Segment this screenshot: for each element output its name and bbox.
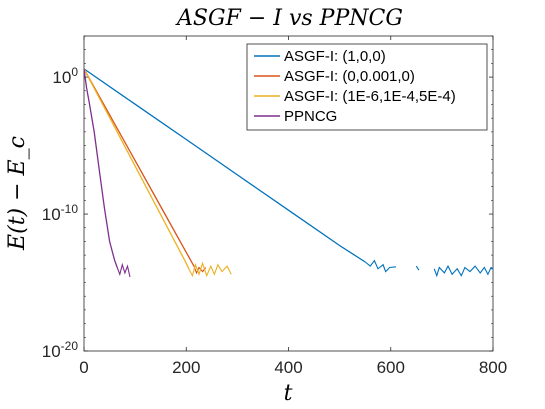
y-axis-label: E(t) − E_c bbox=[5, 136, 30, 251]
series-noise-0 bbox=[364, 259, 396, 273]
x-tick-label: 0 bbox=[79, 358, 88, 377]
legend-label-0: ASGF-I: (1,0,0) bbox=[284, 48, 386, 65]
series-noise-1 bbox=[193, 265, 207, 275]
y-tick-label: 100 bbox=[52, 65, 78, 87]
legend-label-3: PPNCG bbox=[284, 108, 337, 125]
series-noise-3 bbox=[116, 262, 131, 278]
legend-label-2: ASGF-I: (1E-6,1E-4,5E-4) bbox=[284, 88, 456, 105]
y-tick-exponent: 0 bbox=[71, 65, 78, 79]
x-axis-label: t bbox=[284, 381, 293, 406]
series-noise-0 bbox=[415, 265, 420, 271]
y-tick-exponent: -20 bbox=[61, 339, 79, 353]
y-tick-base: 10 bbox=[42, 342, 61, 361]
legend-box bbox=[246, 43, 488, 131]
y-tick-base: 10 bbox=[42, 205, 61, 224]
x-tick-label: 400 bbox=[274, 358, 302, 377]
series-noise-2 bbox=[188, 261, 232, 278]
x-tick-label: 600 bbox=[377, 358, 405, 377]
y-tick-exponent: -10 bbox=[61, 202, 79, 216]
series-noise-0 bbox=[433, 264, 494, 278]
legend-label-1: ASGF-I: (0,0.001,0) bbox=[284, 68, 415, 85]
y-tick-label: 10-20 bbox=[42, 339, 79, 361]
series-line-3 bbox=[83, 68, 118, 268]
x-tick-label: 200 bbox=[172, 358, 200, 377]
y-tick-base: 10 bbox=[52, 68, 71, 87]
y-tick-label: 10-10 bbox=[42, 202, 79, 224]
series-layer bbox=[83, 68, 494, 278]
series-line-1 bbox=[83, 68, 195, 267]
legend: ASGF-I: (1,0,0) ASGF-I: (0,0.001,0) ASGF-I… bbox=[246, 43, 488, 131]
series-line-2 bbox=[83, 68, 190, 270]
chart-title: ASGF − I vs PPNCG bbox=[175, 6, 403, 31]
series-line-0 bbox=[83, 68, 366, 263]
x-tick-label: 800 bbox=[479, 358, 507, 377]
